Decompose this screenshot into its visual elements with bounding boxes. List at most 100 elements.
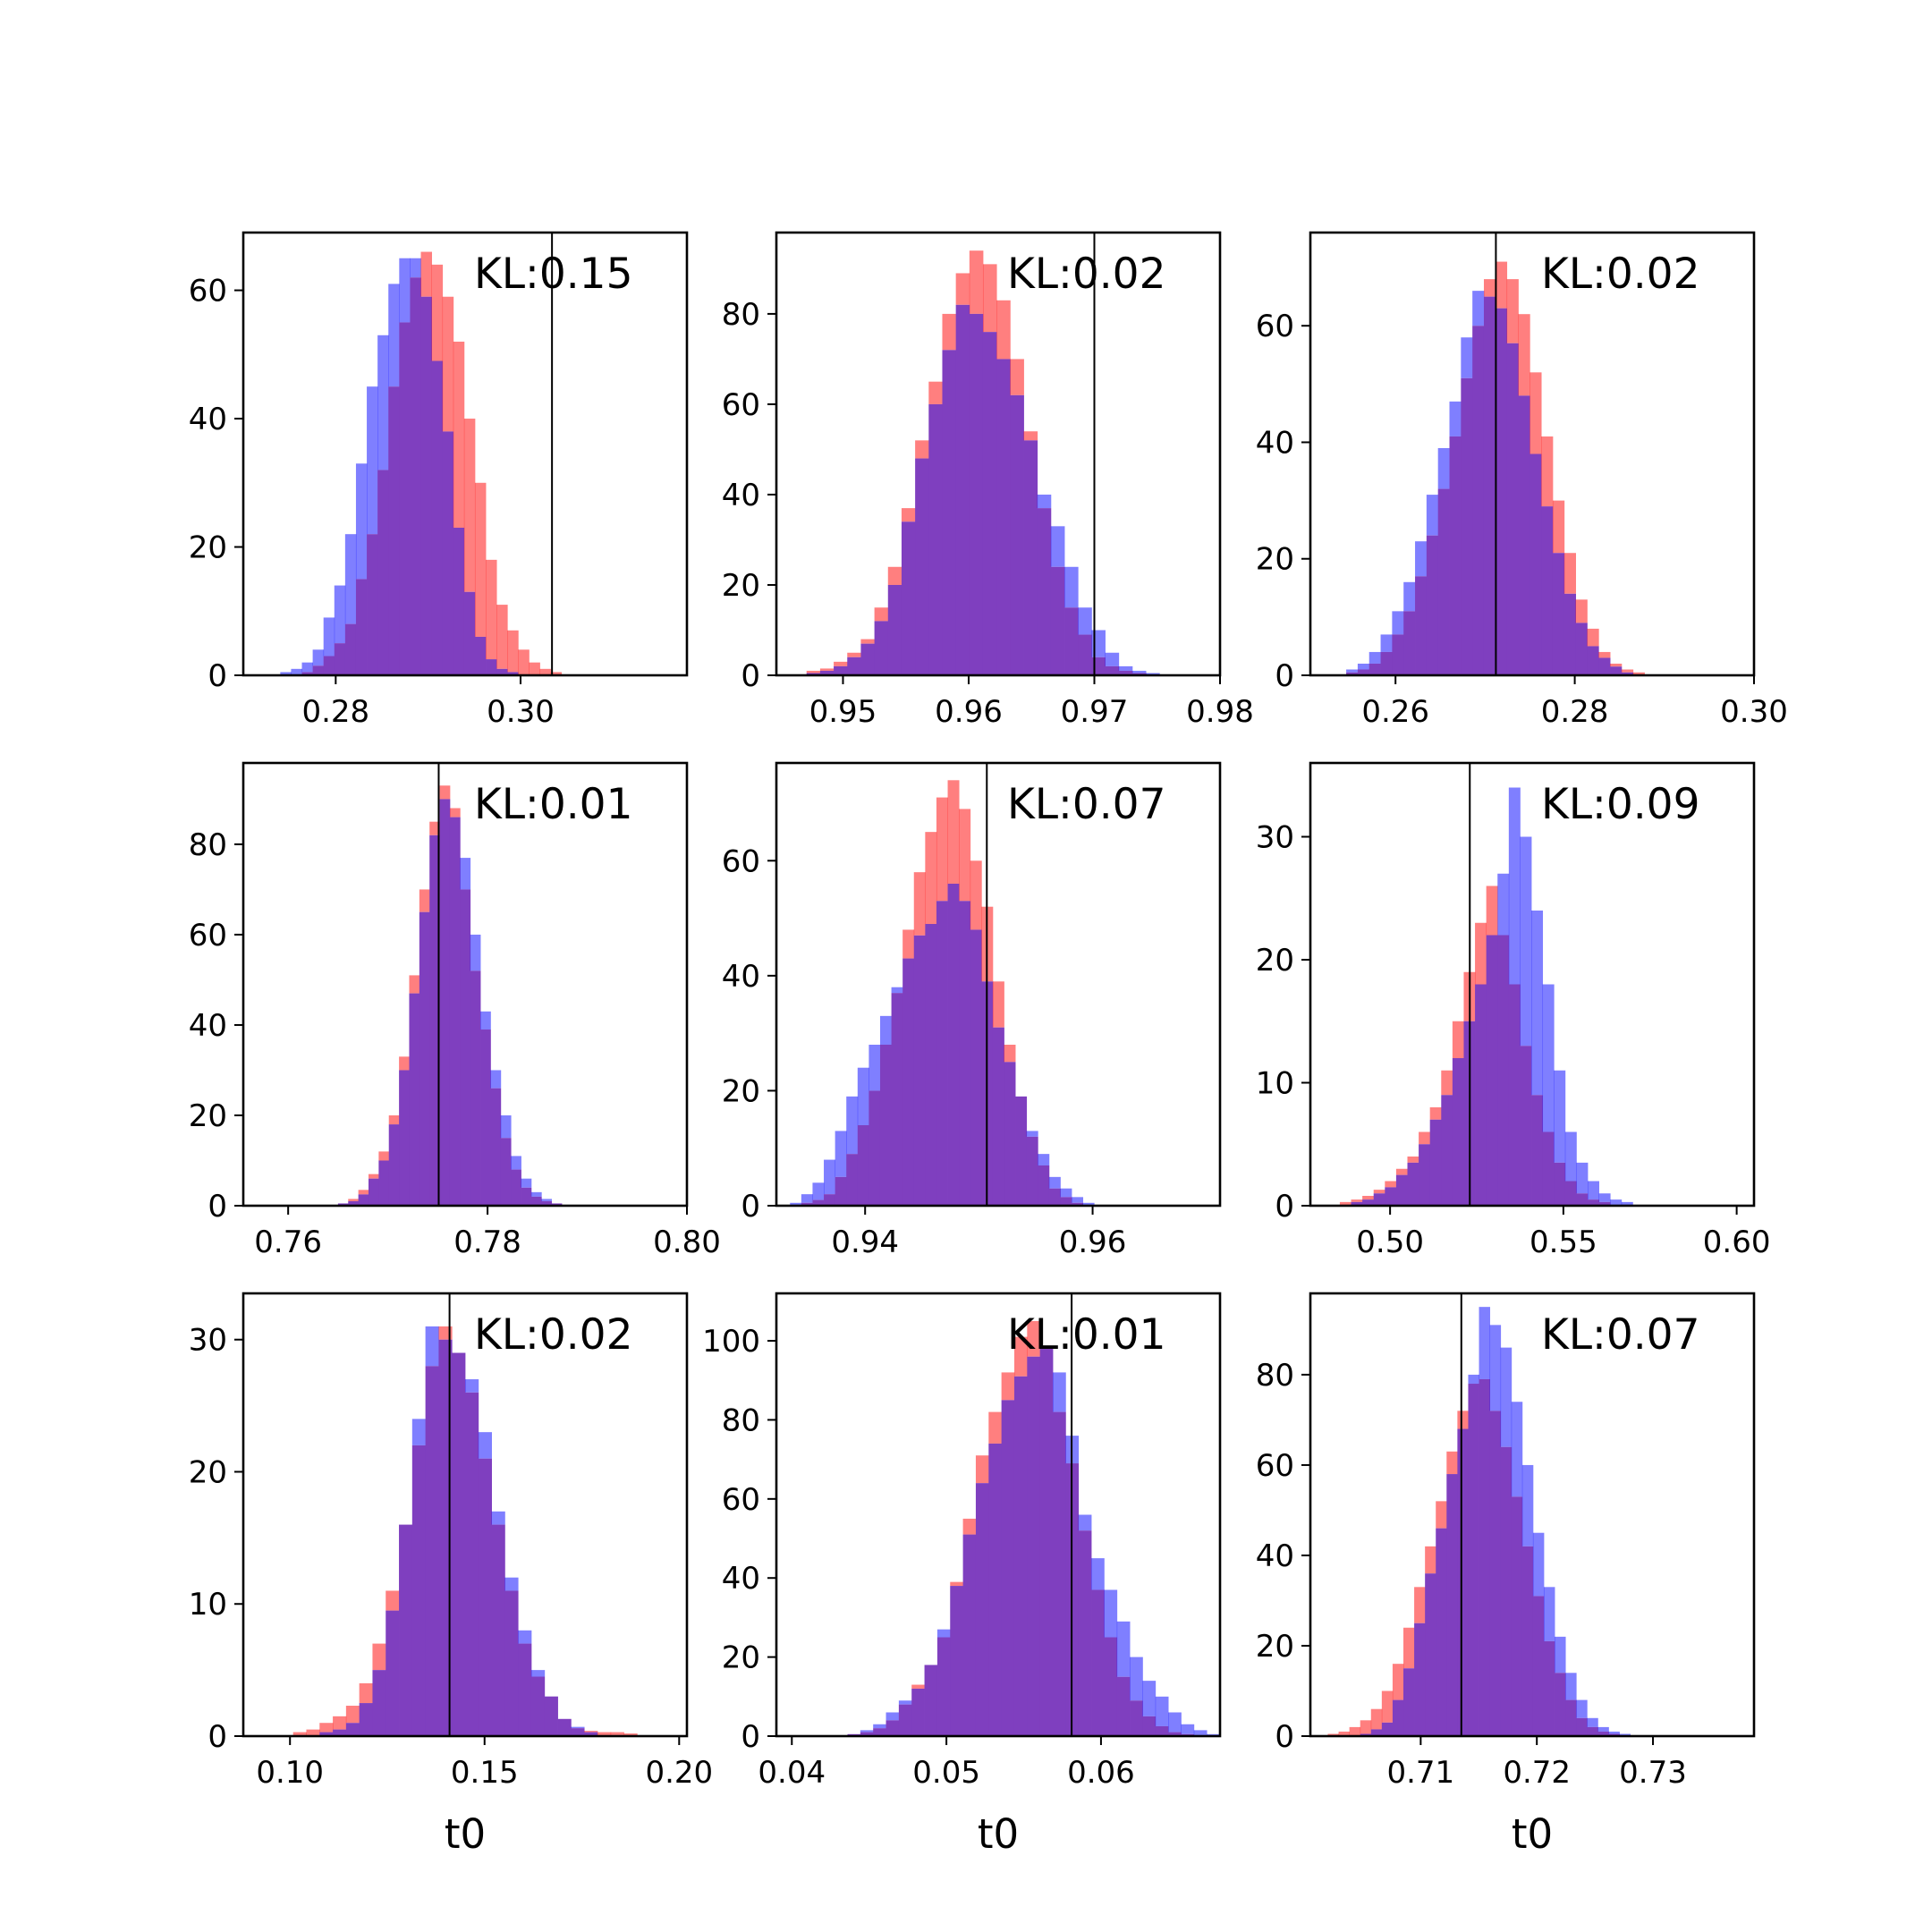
x-tick-label: 0.30 — [487, 694, 555, 730]
histogram-bar-overlap — [507, 672, 519, 675]
histogram-bar-overlap — [936, 901, 948, 1206]
histogram-bar-overlap — [1013, 1376, 1028, 1736]
x-tick-label: 0.73 — [1619, 1755, 1687, 1791]
histogram-bar-blue — [500, 1114, 512, 1139]
y-tick-label: 40 — [722, 959, 760, 995]
histogram-bar-blue — [1026, 1131, 1038, 1137]
y-tick-label: 60 — [189, 274, 227, 309]
histogram-bar-red — [834, 661, 848, 666]
histogram-bar-overlap — [530, 1196, 542, 1206]
histogram-bar-blue — [1064, 566, 1079, 608]
histogram-bar-overlap — [333, 1729, 347, 1736]
histogram-bar-red — [1339, 1201, 1352, 1206]
histogram-bar-red — [847, 652, 861, 657]
histogram-bar-overlap — [388, 1124, 400, 1206]
subplot-4: 0.76 0.78 0.80 0 20 40 60 80 KL:0.01 — [189, 761, 721, 1260]
histogram-bar-blue — [470, 934, 481, 971]
histogram-bar-overlap — [1576, 1717, 1588, 1736]
y-tick-label: 40 — [1256, 1538, 1294, 1574]
kl-annotation: KL:0.02 — [474, 1310, 633, 1360]
histogram-bar-overlap — [1395, 1174, 1408, 1206]
histogram-bar-blue — [1587, 1717, 1598, 1727]
histogram-bar-blue — [399, 258, 411, 323]
histogram-bar-red — [1370, 1708, 1383, 1730]
histogram-bar-blue — [530, 1670, 546, 1677]
histogram-bar-overlap — [1436, 1528, 1447, 1736]
histogram-bar-red — [806, 670, 821, 674]
histogram-bar-overlap — [521, 1187, 532, 1206]
histogram-bar-overlap — [368, 1178, 379, 1206]
histogram-bar-overlap — [1457, 1428, 1469, 1736]
histogram-bar-red — [1004, 1045, 1016, 1063]
histogram-bar-overlap — [879, 1045, 892, 1206]
histogram-bar-overlap — [1598, 1201, 1611, 1206]
histogram-bar-overlap — [1105, 665, 1120, 675]
histogram-bar-red — [1392, 1664, 1404, 1700]
histogram-bar-overlap — [1429, 1119, 1442, 1206]
histogram-bar-red — [610, 1732, 624, 1736]
histogram-bar-blue — [480, 1011, 491, 1030]
histogram-bar-red — [1385, 1181, 1397, 1188]
histogram-bar-blue — [1048, 1176, 1061, 1189]
histogram-bar-blue — [1131, 670, 1147, 674]
histogram-bar-red — [970, 860, 982, 930]
histogram-bar-blue — [1403, 581, 1416, 612]
histogram-bar-red — [486, 559, 497, 660]
histogram-bar-overlap — [1037, 508, 1052, 675]
plot-area — [337, 785, 563, 1206]
histogram-bar-blue — [1426, 495, 1439, 536]
histogram-bar-overlap — [359, 1703, 373, 1736]
histogram-bar-overlap — [1403, 611, 1416, 675]
histogram-bar-overlap — [372, 1670, 386, 1736]
histogram-bar-blue — [936, 1629, 951, 1638]
histogram-bar-blue — [1610, 1199, 1623, 1206]
y-tick-label: 60 — [722, 843, 760, 879]
histogram-bar-red — [1407, 1157, 1419, 1163]
histogram-bar-blue — [465, 1379, 479, 1393]
histogram-bar-blue — [1104, 1589, 1118, 1638]
plot-area — [790, 780, 1095, 1206]
y-tick-label: 20 — [189, 530, 227, 566]
histogram-bar-red — [1632, 672, 1645, 675]
histogram-bar-blue — [1489, 1325, 1502, 1411]
y-tick-label: 20 — [189, 1454, 227, 1490]
histogram-bar-overlap — [378, 1160, 390, 1206]
histogram-bar-red — [913, 872, 926, 936]
histogram-bar-red — [1349, 1726, 1361, 1736]
histogram-bar-blue — [1155, 1696, 1169, 1726]
histogram-bar-blue — [790, 1202, 802, 1206]
histogram-bar-overlap — [584, 1732, 598, 1736]
histogram-bar-overlap — [1091, 1589, 1105, 1736]
histogram-bar-red — [1010, 359, 1024, 395]
histogram-bar-blue — [530, 1191, 542, 1197]
histogram-bar-overlap — [992, 1027, 1004, 1206]
histogram-bar-red — [1001, 1372, 1015, 1401]
histogram-bar-blue — [1543, 1587, 1555, 1641]
histogram-bar-blue — [344, 534, 357, 624]
histogram-bar-overlap — [1026, 1136, 1038, 1206]
histogram-bar-red — [306, 1729, 320, 1736]
y-tick-label: 0 — [208, 1719, 227, 1755]
histogram-bar-overlap — [1351, 1201, 1363, 1206]
histogram-bar-blue — [1472, 291, 1485, 326]
histogram-bar-overlap — [1489, 1411, 1502, 1736]
y-tick-label: 0 — [1275, 658, 1294, 694]
y-tick-label: 10 — [1256, 1066, 1294, 1102]
histogram-bar-overlap — [419, 911, 430, 1206]
histogram-bar-red — [439, 785, 451, 800]
histogram-bar-overlap — [812, 1199, 825, 1206]
histogram-bar-overlap — [1392, 1699, 1404, 1736]
histogram-bar-overlap — [1381, 1722, 1394, 1736]
histogram-bar-overlap — [1587, 646, 1599, 675]
x-tick-label: 0.26 — [1361, 694, 1429, 730]
histogram-bar-overlap — [1461, 377, 1473, 675]
plot-area — [1339, 787, 1633, 1206]
histogram-bar-overlap — [344, 623, 357, 675]
histogram-bar-overlap — [388, 386, 400, 675]
histogram-bar-overlap — [460, 889, 471, 1206]
histogram-bar-blue — [857, 1067, 869, 1125]
histogram-bar-overlap — [470, 970, 481, 1206]
histogram-bar-red — [925, 832, 937, 924]
x-tick-label: 0.78 — [453, 1224, 521, 1260]
histogram-bar-red — [874, 607, 889, 622]
